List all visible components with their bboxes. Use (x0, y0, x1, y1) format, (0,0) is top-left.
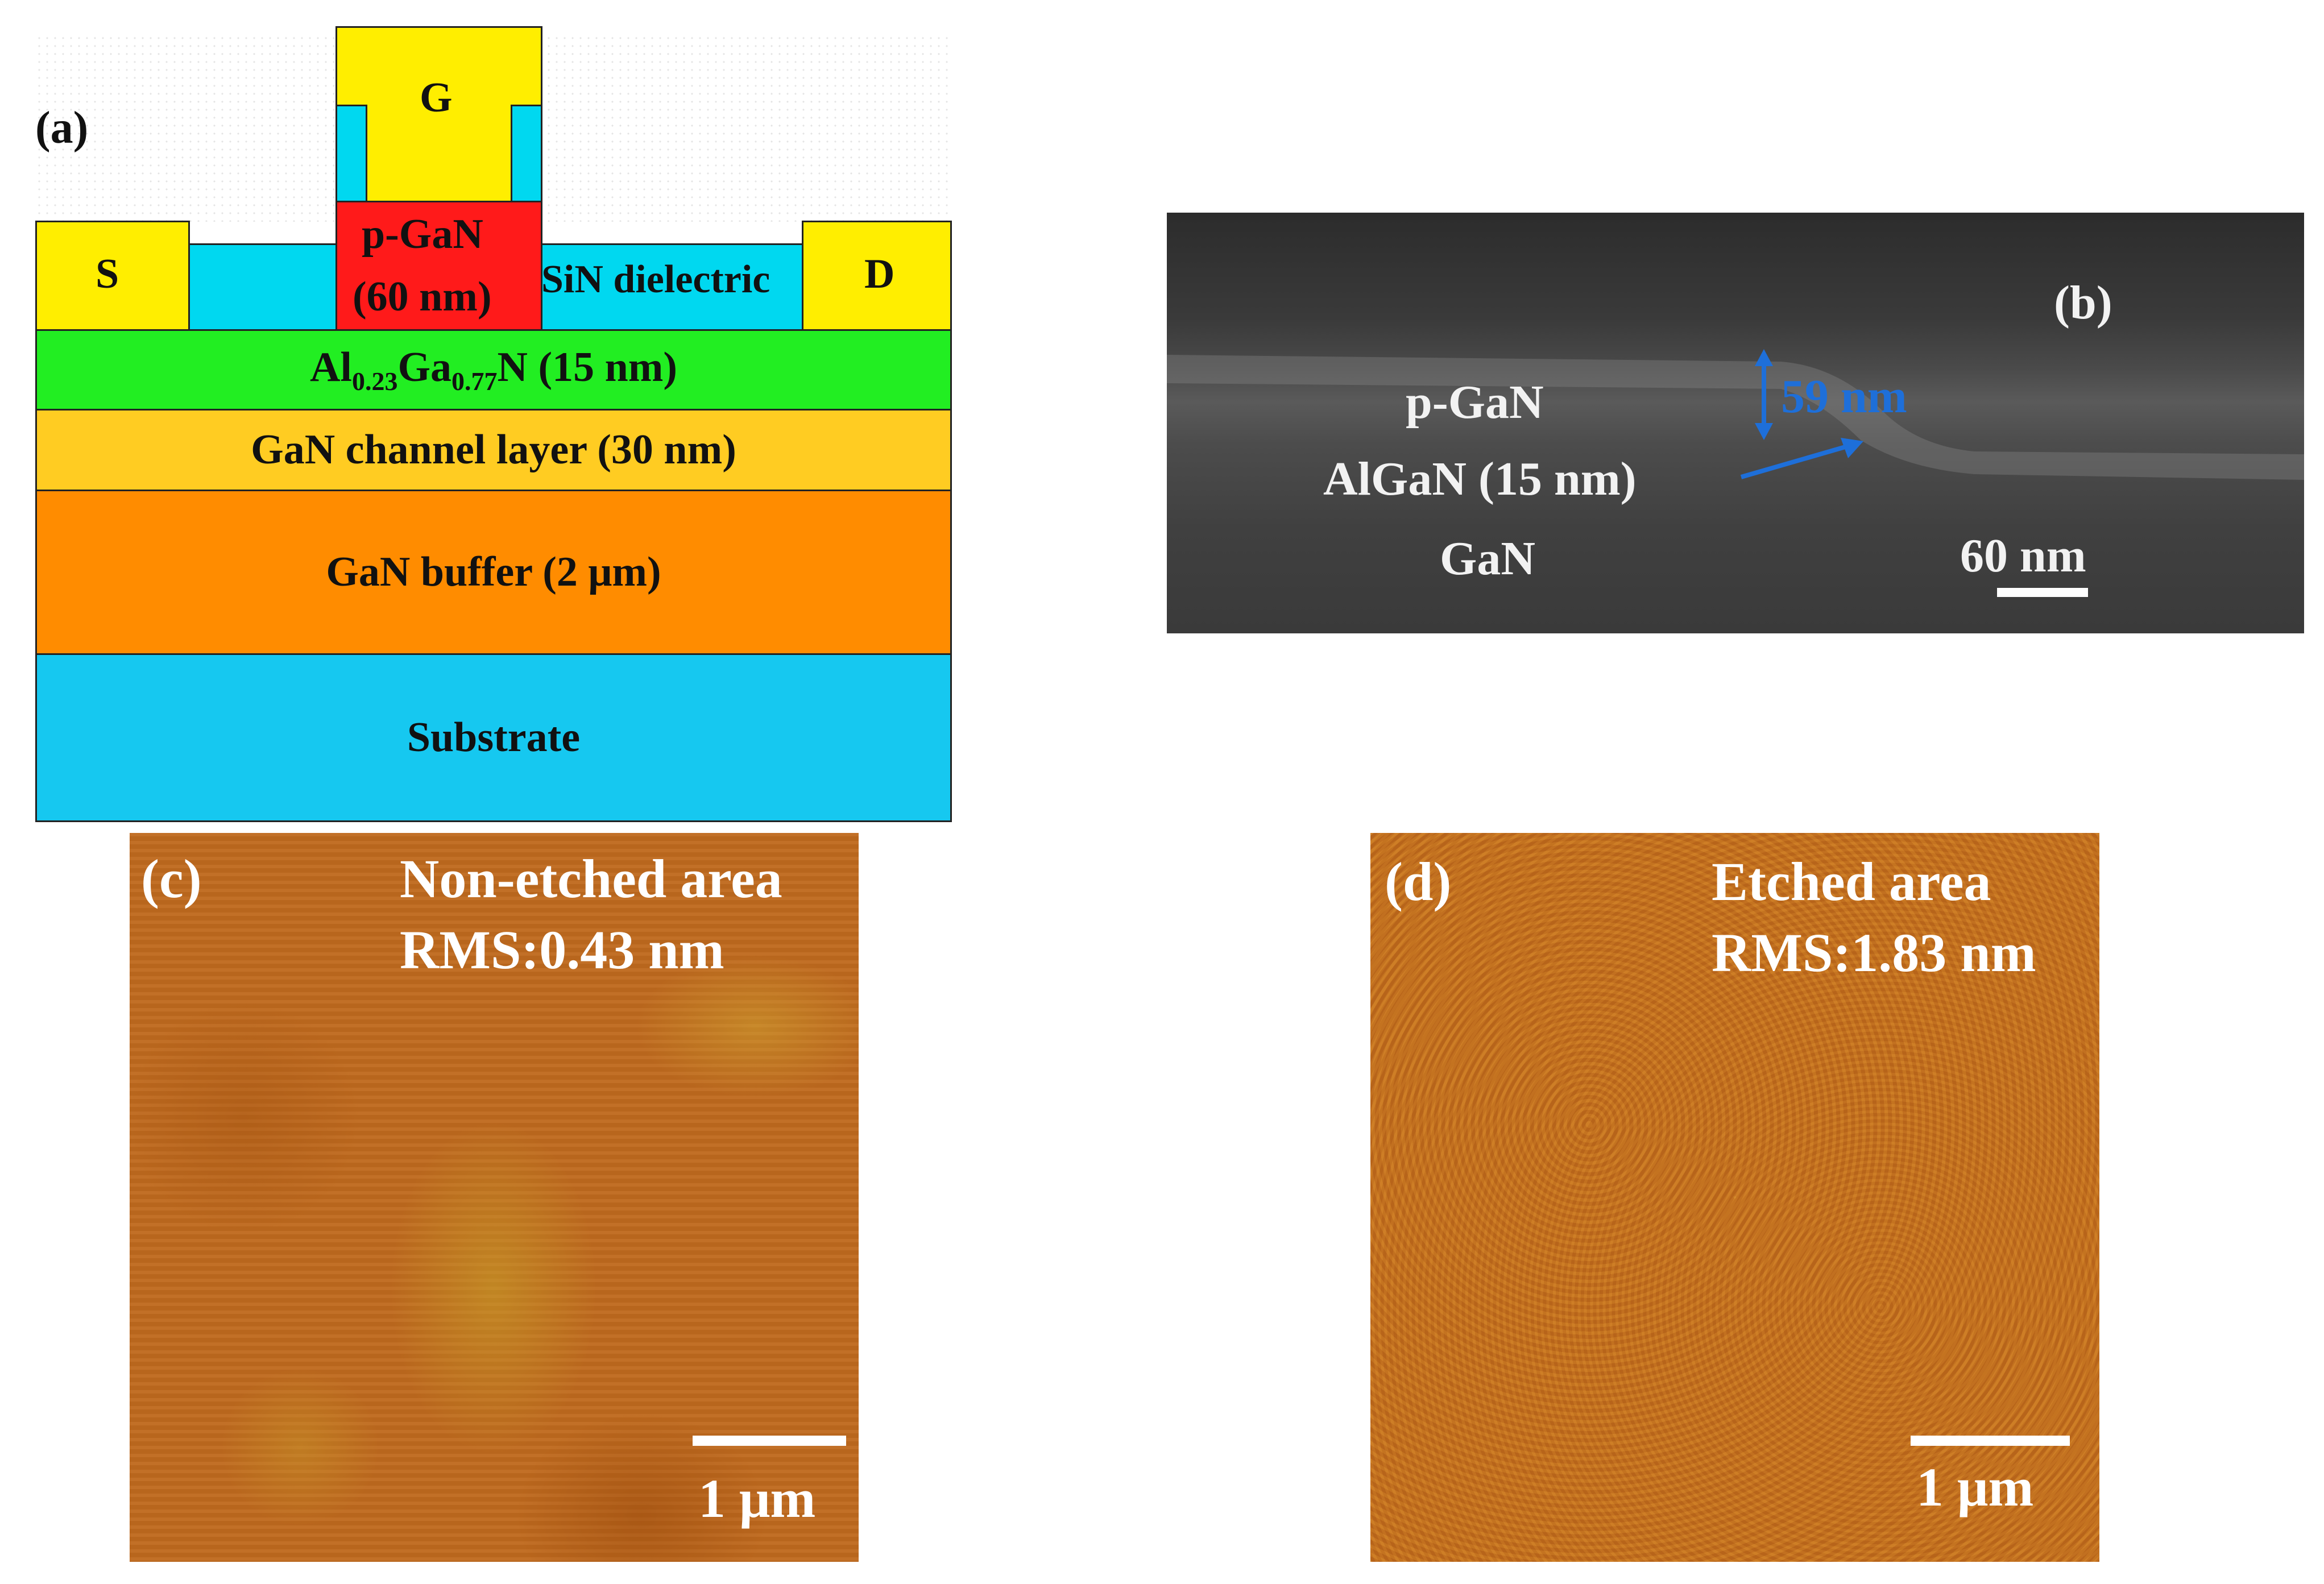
afm-image-etched: (d) Etched area RMS:1.83 nm 1 μm (1370, 833, 2099, 1562)
source-contact (35, 221, 190, 331)
afm-c-title: Non-etched area (400, 848, 782, 909)
drain-label: D (864, 251, 895, 297)
afm-d-label: (d) (1385, 851, 1452, 912)
sem-scale-label: 60 nm (1960, 529, 2086, 582)
sem-thickness-label: 59 nm (1781, 370, 1907, 423)
afm-c-label: (c) (141, 848, 202, 909)
sem-gan-label: GaN (1440, 532, 1535, 585)
sin-label: SiN dielectric (541, 258, 770, 301)
afm-c-scale-bar (693, 1436, 846, 1446)
channel-layer: GaN channel layer (30 nm) (35, 408, 952, 491)
algan-ga: Ga (397, 343, 452, 391)
pgan-label-line2: (60 nm) (353, 273, 492, 320)
buffer-layer: GaN buffer (2 μm) (35, 489, 952, 655)
afm-c-rms: RMS:0.43 nm (400, 919, 724, 980)
afm-d-scale-bar (1911, 1436, 2070, 1446)
drain-contact (802, 221, 952, 331)
afm-d-title: Etched area (1712, 851, 1991, 912)
substrate-layer: Substrate (35, 653, 952, 822)
afm-d-rms: RMS:1.83 nm (1712, 922, 2036, 983)
gate-spacer-left (335, 105, 367, 202)
algan-pointer-arrow-icon (1740, 438, 1863, 479)
afm-c-scale-label: 1 μm (698, 1468, 816, 1529)
algan-label: Al0.23Ga0.77N (15 nm) (310, 343, 677, 396)
buffer-label: GaN buffer (2 μm) (326, 548, 661, 595)
channel-label: GaN channel layer (30 nm) (251, 426, 736, 473)
thickness-arrow-icon (1755, 349, 1773, 440)
sin-right (540, 243, 805, 331)
afm-d-scale-label: 1 μm (1916, 1457, 2034, 1517)
sem-image: (b) p-GaN AlGaN (15 nm) GaN 59 nm 60 nm (1167, 213, 2304, 633)
sin-left (188, 243, 338, 331)
pgan-label-line1: p-GaN (362, 211, 483, 258)
algan-al-sub: 0.23 (351, 366, 398, 396)
afm-image-nonetched: (c) Non-etched area RMS:0.43 nm 1 μm (130, 833, 859, 1562)
gate-label: G (420, 74, 453, 121)
sem-layer-band (1167, 355, 2304, 480)
algan-al: Al (309, 343, 352, 391)
substrate-label: Substrate (407, 714, 581, 761)
sem-algan-label: AlGaN (15 nm) (1323, 453, 1637, 505)
sem-label-b: (b) (2054, 276, 2112, 329)
algan-ga-sub: 0.77 (451, 366, 498, 396)
gate-spacer-right (511, 105, 542, 202)
algan-layer: Al0.23Ga0.77N (15 nm) (35, 329, 952, 410)
source-label: S (96, 251, 119, 297)
algan-rest: N (15 nm) (497, 343, 678, 391)
sem-scale-bar (1997, 588, 2088, 597)
panel-label-a: (a) (35, 103, 89, 153)
sem-pgan-label: p-GaN (1406, 376, 1544, 429)
